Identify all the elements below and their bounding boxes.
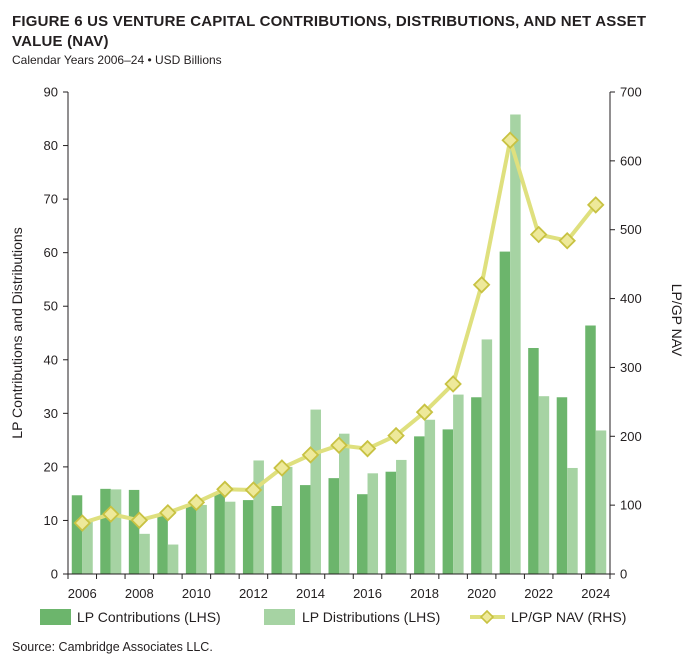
contribution-bar-2008 bbox=[128, 489, 140, 574]
contribution-bar-2019 bbox=[442, 429, 454, 574]
source-note: Source: Cambridge Associates LLC. bbox=[12, 640, 213, 654]
chart-subtitle: Calendar Years 2006–24 • USD Billions bbox=[12, 53, 222, 67]
distribution-bar-2009 bbox=[167, 544, 179, 574]
right-tick-label: 100 bbox=[620, 498, 642, 513]
distribution-bar-2013 bbox=[281, 466, 293, 574]
left-tick-label: 80 bbox=[44, 138, 58, 153]
x-tick-label: 2010 bbox=[182, 586, 211, 601]
contribution-bar-2011 bbox=[214, 493, 225, 574]
distribution-bar-2007 bbox=[110, 489, 122, 574]
distribution-bar-2019 bbox=[453, 394, 464, 574]
contribution-bar-2020 bbox=[471, 397, 482, 574]
distribution-bar-2010 bbox=[196, 504, 207, 574]
right-tick-label: 200 bbox=[620, 429, 642, 444]
nav-marker-2017 bbox=[387, 426, 405, 445]
x-tick-label: 2020 bbox=[467, 586, 496, 601]
contribution-bar-2006 bbox=[71, 495, 83, 574]
nav-marker-2007 bbox=[102, 505, 120, 523]
nav-marker-2021 bbox=[501, 131, 519, 149]
nav-marker-2024 bbox=[586, 196, 605, 214]
x-tick-label: 2018 bbox=[410, 586, 439, 601]
left-axis-label: LP Contributions and Distributions bbox=[9, 227, 25, 438]
left-tick-label: 40 bbox=[44, 352, 58, 367]
contribution-bar-2023 bbox=[556, 397, 568, 574]
nav-marker-2020 bbox=[472, 276, 491, 294]
contribution-bar-2016 bbox=[357, 494, 368, 574]
nav-marker-2018 bbox=[415, 403, 434, 421]
nav-marker-2012 bbox=[244, 481, 263, 499]
contribution-bar-2014 bbox=[299, 485, 311, 574]
nav-marker-2023 bbox=[558, 231, 576, 250]
nav-marker-2009 bbox=[159, 503, 177, 522]
chart-title: FIGURE 6 US VENTURE CAPITAL CONTRIBUTION… bbox=[12, 13, 647, 50]
distribution-bar-2021 bbox=[510, 114, 521, 574]
nav-marker-2015 bbox=[330, 436, 348, 455]
distribution-bar-2018 bbox=[424, 419, 436, 574]
left-tick-label: 70 bbox=[44, 192, 58, 207]
distribution-bar-2011 bbox=[224, 501, 236, 574]
legend-swatch-distributions bbox=[264, 609, 295, 625]
distribution-bar-2023 bbox=[567, 467, 578, 574]
nav-marker-2008 bbox=[130, 511, 149, 530]
distribution-bar-2022 bbox=[538, 396, 550, 574]
right-tick-label: 0 bbox=[620, 567, 627, 582]
x-tick-label: 2006 bbox=[68, 586, 97, 601]
right-tick-label: 600 bbox=[620, 153, 642, 168]
nav-marker-2022 bbox=[529, 225, 548, 244]
contribution-bar-2015 bbox=[328, 478, 339, 574]
contribution-bar-2021 bbox=[499, 251, 511, 574]
legend-swatch-contributions bbox=[40, 609, 71, 625]
distribution-bar-2012 bbox=[253, 460, 264, 574]
left-tick-label: 20 bbox=[44, 459, 58, 474]
contribution-bar-2018 bbox=[414, 436, 425, 574]
right-axis-label: LP/GP NAV bbox=[669, 284, 685, 357]
contribution-bar-2009 bbox=[157, 515, 168, 574]
distribution-bar-2006 bbox=[82, 520, 93, 574]
nav-marker-2010 bbox=[187, 493, 206, 512]
contribution-bar-2013 bbox=[271, 505, 282, 574]
contribution-bar-2007 bbox=[100, 488, 111, 574]
legend-marker-nav bbox=[479, 609, 495, 625]
left-tick-label: 90 bbox=[44, 85, 58, 100]
x-tick-label: 2008 bbox=[125, 586, 154, 601]
x-tick-label: 2024 bbox=[581, 586, 610, 601]
distribution-bar-2008 bbox=[139, 533, 150, 574]
distribution-bar-2020 bbox=[481, 339, 493, 574]
nav-marker-2011 bbox=[216, 480, 234, 499]
contribution-bar-2017 bbox=[385, 471, 397, 574]
contribution-bar-2012 bbox=[242, 500, 254, 574]
left-tick-label: 30 bbox=[44, 406, 58, 421]
nav-marker-2013 bbox=[273, 459, 291, 477]
contribution-bar-2024 bbox=[585, 325, 596, 574]
nav-marker-2016 bbox=[358, 439, 377, 458]
x-tick-label: 2016 bbox=[353, 586, 382, 601]
left-tick-label: 60 bbox=[44, 245, 58, 260]
distribution-bar-2015 bbox=[339, 433, 350, 574]
right-tick-label: 400 bbox=[620, 291, 642, 306]
distribution-bar-2017 bbox=[396, 459, 407, 574]
left-tick-label: 50 bbox=[44, 299, 58, 314]
x-tick-label: 2022 bbox=[524, 586, 553, 601]
left-tick-label: 0 bbox=[51, 567, 58, 582]
nav-marker-2019 bbox=[444, 375, 462, 393]
legend-label-nav: LP/GP NAV (RHS) bbox=[511, 609, 626, 625]
contribution-bar-2010 bbox=[185, 505, 197, 574]
distribution-bar-2014 bbox=[310, 409, 321, 574]
left-tick-label: 10 bbox=[44, 513, 58, 528]
nav-marker-2014 bbox=[301, 446, 320, 464]
distribution-bar-2024 bbox=[595, 430, 607, 574]
legend-label-distributions: LP Distributions (LHS) bbox=[302, 609, 440, 625]
right-tick-label: 500 bbox=[620, 222, 642, 237]
x-tick-label: 2012 bbox=[239, 586, 268, 601]
right-tick-label: 300 bbox=[620, 360, 642, 375]
contribution-bar-2022 bbox=[528, 347, 539, 574]
right-tick-label: 700 bbox=[620, 85, 642, 100]
nav-marker-2006 bbox=[73, 514, 92, 532]
distribution-bar-2016 bbox=[367, 473, 379, 574]
x-tick-label: 2014 bbox=[296, 586, 325, 601]
legend-label-contributions: LP Contributions (LHS) bbox=[77, 609, 221, 625]
